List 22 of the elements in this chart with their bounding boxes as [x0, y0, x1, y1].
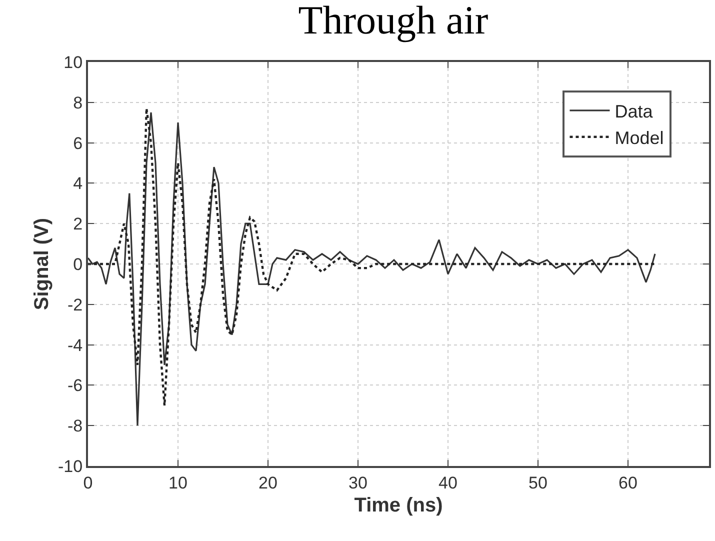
- x-tick-label: 30: [348, 473, 368, 492]
- legend-label: Data: [614, 102, 654, 122]
- y-tick-label: -10: [58, 456, 83, 476]
- y-tick-label: 0: [73, 254, 83, 274]
- x-tick-label: 40: [438, 473, 458, 492]
- y-tick-label: 2: [73, 214, 83, 234]
- x-tick-label: 20: [258, 473, 278, 492]
- x-tick-label: 50: [528, 473, 548, 492]
- y-tick-label: -6: [67, 376, 83, 396]
- x-axis-title: Time (ns): [354, 494, 443, 516]
- y-tick-label: -4: [67, 336, 83, 355]
- y-tick-label: 8: [73, 93, 83, 112]
- y-tick-label: -2: [67, 295, 83, 314]
- x-tick-label: 60: [618, 473, 638, 492]
- y-tick-label: -8: [67, 416, 83, 436]
- legend-label: Model: [614, 128, 664, 148]
- y-tick-label: 10: [64, 52, 83, 72]
- y-tick-label: 6: [73, 134, 83, 153]
- y-axis-title: Signal (V): [31, 218, 54, 310]
- y-tick-label: 4: [73, 174, 83, 194]
- chart-title: Through air: [298, 0, 488, 42]
- x-tick-label: 10: [168, 473, 188, 492]
